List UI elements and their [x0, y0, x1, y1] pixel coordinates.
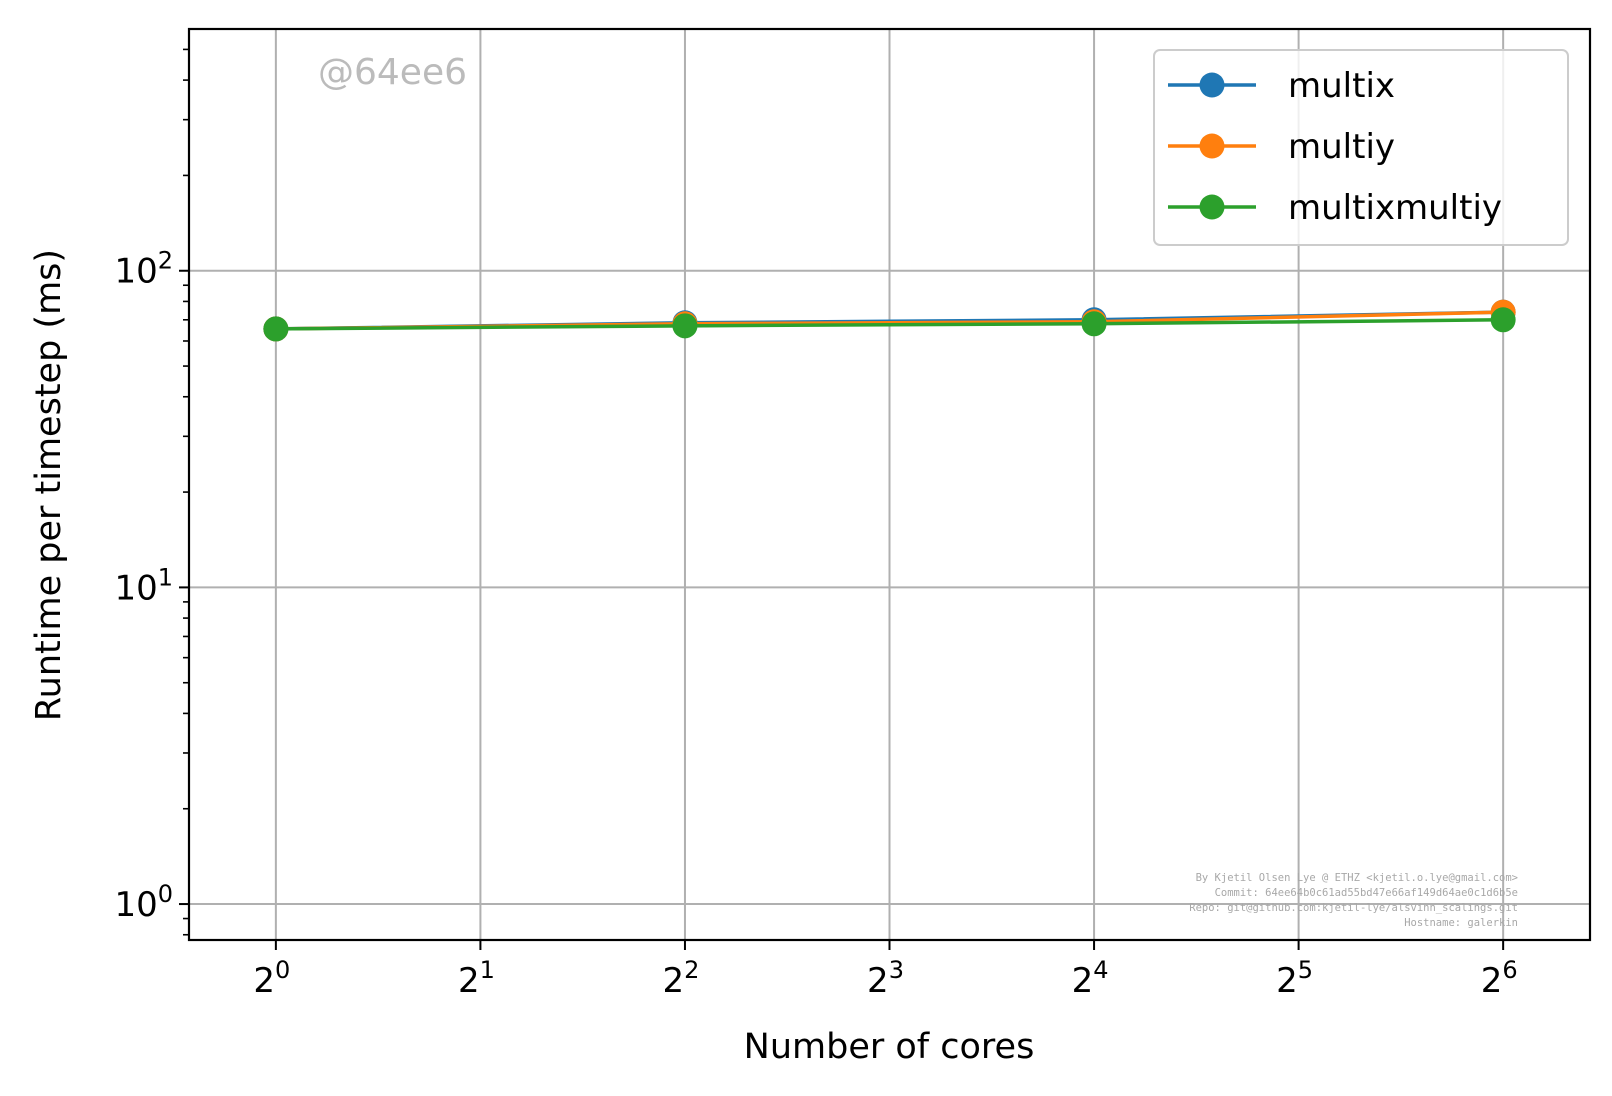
- y-tick-label: 101: [114, 563, 173, 608]
- x-tick-label: 25: [1276, 956, 1313, 1001]
- series-multixmultiy: [263, 307, 1516, 342]
- data-point-multixmultiy: [263, 316, 289, 342]
- x-tick-label: 23: [867, 956, 904, 1001]
- y-axis-label: Runtime per timestep (ms): [29, 249, 69, 721]
- legend-marker: [1199, 72, 1225, 98]
- x-axis-label: Number of cores: [744, 1027, 1035, 1067]
- x-tick-label: 22: [663, 956, 700, 1001]
- y-tick-label: 100: [114, 880, 173, 925]
- watermark: @64ee6: [318, 52, 467, 93]
- x-tick-label: 24: [1072, 956, 1109, 1001]
- axes: 20 21 22 23 24 25 26 100 101 102: [114, 27, 1592, 1001]
- data-point-multixmultiy: [1081, 311, 1107, 337]
- footer-line: By Kjetil Olsen Lye @ ETHZ <kjetil.o.lye…: [1196, 872, 1518, 884]
- data-point-multixmultiy: [1490, 307, 1516, 333]
- x-tick-label: 26: [1481, 956, 1518, 1001]
- x-tick-label: 20: [253, 956, 290, 1001]
- legend-item-multix: multix: [1168, 66, 1395, 106]
- x-tick-label: 21: [458, 956, 495, 1001]
- legend-marker: [1199, 194, 1225, 220]
- legend-label: multixmultiy: [1288, 188, 1502, 228]
- legend-item-multixmultiy: multixmultiy: [1168, 188, 1502, 228]
- footer-line: Commit: 64ee64b0c61ad55bd47e66af149d64ae…: [1215, 887, 1518, 899]
- legend-marker: [1199, 133, 1225, 159]
- series-line-multixmultiy: [275, 318, 1504, 331]
- series-layer: [263, 299, 1516, 342]
- legend-box: [1153, 49, 1569, 246]
- legend-label: multix: [1288, 66, 1395, 106]
- footer-line: Repo: git@github.com:kjetil-lye/alsvinn_…: [1189, 902, 1518, 914]
- legend-item-multiy: multiy: [1168, 127, 1395, 167]
- y-tick-label: 102: [114, 247, 173, 292]
- grid: [189, 29, 1590, 940]
- data-point-multixmultiy: [672, 313, 698, 339]
- footer-line: Hostname: galerkin: [1404, 917, 1518, 929]
- legend-label: multiy: [1288, 127, 1395, 167]
- footer-text: By Kjetil Olsen Lye @ ETHZ <kjetil.o.lye…: [1189, 872, 1518, 929]
